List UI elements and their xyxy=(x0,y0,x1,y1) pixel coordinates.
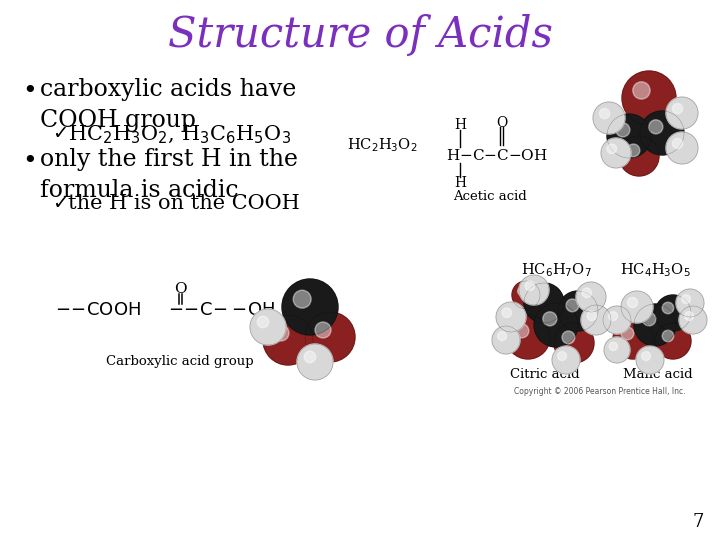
Circle shape xyxy=(640,111,684,155)
Circle shape xyxy=(502,308,512,318)
Circle shape xyxy=(297,344,333,380)
Circle shape xyxy=(642,313,656,326)
Circle shape xyxy=(649,120,663,134)
Text: carboxylic acids have
COOH group: carboxylic acids have COOH group xyxy=(40,78,297,132)
Circle shape xyxy=(627,298,638,308)
Circle shape xyxy=(666,132,698,164)
Text: •: • xyxy=(22,150,37,173)
Circle shape xyxy=(655,295,691,331)
Circle shape xyxy=(250,309,286,345)
Circle shape xyxy=(543,312,557,326)
Text: HC$_4$H$_3$O$_5$: HC$_4$H$_3$O$_5$ xyxy=(620,261,690,279)
Text: H: H xyxy=(454,176,466,190)
Circle shape xyxy=(524,283,564,323)
Circle shape xyxy=(557,352,567,361)
Circle shape xyxy=(304,351,315,363)
Circle shape xyxy=(603,306,631,334)
Text: ✓: ✓ xyxy=(52,124,68,143)
Circle shape xyxy=(525,281,534,291)
Circle shape xyxy=(604,337,630,363)
Text: •: • xyxy=(22,80,37,103)
Circle shape xyxy=(519,275,549,305)
Circle shape xyxy=(613,319,653,359)
Circle shape xyxy=(607,114,651,158)
Circle shape xyxy=(682,295,690,303)
Text: O: O xyxy=(496,116,508,130)
Text: HC$_2$H$_3$O$_2$, H$_3$C$_6$H$_5$O$_3$: HC$_2$H$_3$O$_2$, H$_3$C$_6$H$_5$O$_3$ xyxy=(68,124,291,146)
Text: O: O xyxy=(174,282,186,296)
Circle shape xyxy=(627,144,640,157)
Text: Citric acid: Citric acid xyxy=(510,368,580,381)
Circle shape xyxy=(305,312,355,362)
Circle shape xyxy=(552,346,580,374)
Circle shape xyxy=(619,136,659,176)
Text: H$-$C$-$C$-$OH: H$-$C$-$C$-$OH xyxy=(446,147,548,163)
Text: ✓: ✓ xyxy=(52,194,68,213)
Circle shape xyxy=(532,291,545,304)
Circle shape xyxy=(609,342,618,350)
Circle shape xyxy=(616,123,630,137)
Circle shape xyxy=(282,279,338,335)
Circle shape xyxy=(621,291,653,323)
Circle shape xyxy=(636,346,664,374)
Text: Carboxylic acid group: Carboxylic acid group xyxy=(106,355,254,368)
Circle shape xyxy=(633,82,650,99)
Circle shape xyxy=(672,138,683,149)
Text: HC$_2$H$_3$O$_2$: HC$_2$H$_3$O$_2$ xyxy=(347,136,417,154)
Circle shape xyxy=(293,290,311,308)
Text: HC$_6$H$_7$O$_7$: HC$_6$H$_7$O$_7$ xyxy=(521,261,591,279)
Circle shape xyxy=(679,306,707,334)
Circle shape xyxy=(263,315,313,365)
Text: the H is on the COOH: the H is on the COOH xyxy=(68,194,300,213)
Circle shape xyxy=(518,287,526,295)
Circle shape xyxy=(534,303,578,347)
Text: Acetic acid: Acetic acid xyxy=(453,191,527,204)
Circle shape xyxy=(642,352,651,361)
Text: H: H xyxy=(454,118,466,132)
Circle shape xyxy=(257,316,269,328)
Text: $\mathrm{-\!-\!C\!-\!-\!OH}$: $\mathrm{-\!-\!C\!-\!-\!OH}$ xyxy=(168,301,275,319)
Circle shape xyxy=(554,323,594,363)
Text: 7: 7 xyxy=(693,513,703,531)
Circle shape xyxy=(562,331,575,344)
Circle shape xyxy=(492,326,520,354)
Circle shape xyxy=(515,324,529,338)
Circle shape xyxy=(676,289,704,317)
Text: Malic acid: Malic acid xyxy=(624,368,693,381)
Circle shape xyxy=(666,97,698,129)
Text: $\mathrm{-\!-\!COOH}$: $\mathrm{-\!-\!COOH}$ xyxy=(55,301,141,319)
Circle shape xyxy=(685,312,693,321)
Circle shape xyxy=(593,102,625,134)
Circle shape xyxy=(601,138,631,168)
Circle shape xyxy=(581,305,611,335)
Circle shape xyxy=(634,304,676,346)
Circle shape xyxy=(587,311,597,321)
Circle shape xyxy=(622,71,676,125)
Circle shape xyxy=(662,330,674,342)
Circle shape xyxy=(608,312,618,321)
Circle shape xyxy=(558,291,598,331)
Circle shape xyxy=(582,288,592,298)
Circle shape xyxy=(496,302,526,332)
Circle shape xyxy=(512,281,540,309)
Circle shape xyxy=(498,332,507,341)
Circle shape xyxy=(599,109,610,119)
Text: Structure of Acids: Structure of Acids xyxy=(168,14,552,56)
Circle shape xyxy=(607,144,616,153)
Circle shape xyxy=(672,103,683,113)
Text: only the first H in the
formula is acidic: only the first H in the formula is acidi… xyxy=(40,148,298,202)
Circle shape xyxy=(576,282,606,312)
Circle shape xyxy=(662,302,674,314)
Circle shape xyxy=(506,315,550,359)
Circle shape xyxy=(273,325,289,341)
Circle shape xyxy=(566,299,579,312)
Circle shape xyxy=(621,327,634,340)
Circle shape xyxy=(315,322,331,338)
Circle shape xyxy=(655,323,691,359)
Text: Copyright © 2006 Pearson Prentice Hall, Inc.: Copyright © 2006 Pearson Prentice Hall, … xyxy=(514,388,685,396)
